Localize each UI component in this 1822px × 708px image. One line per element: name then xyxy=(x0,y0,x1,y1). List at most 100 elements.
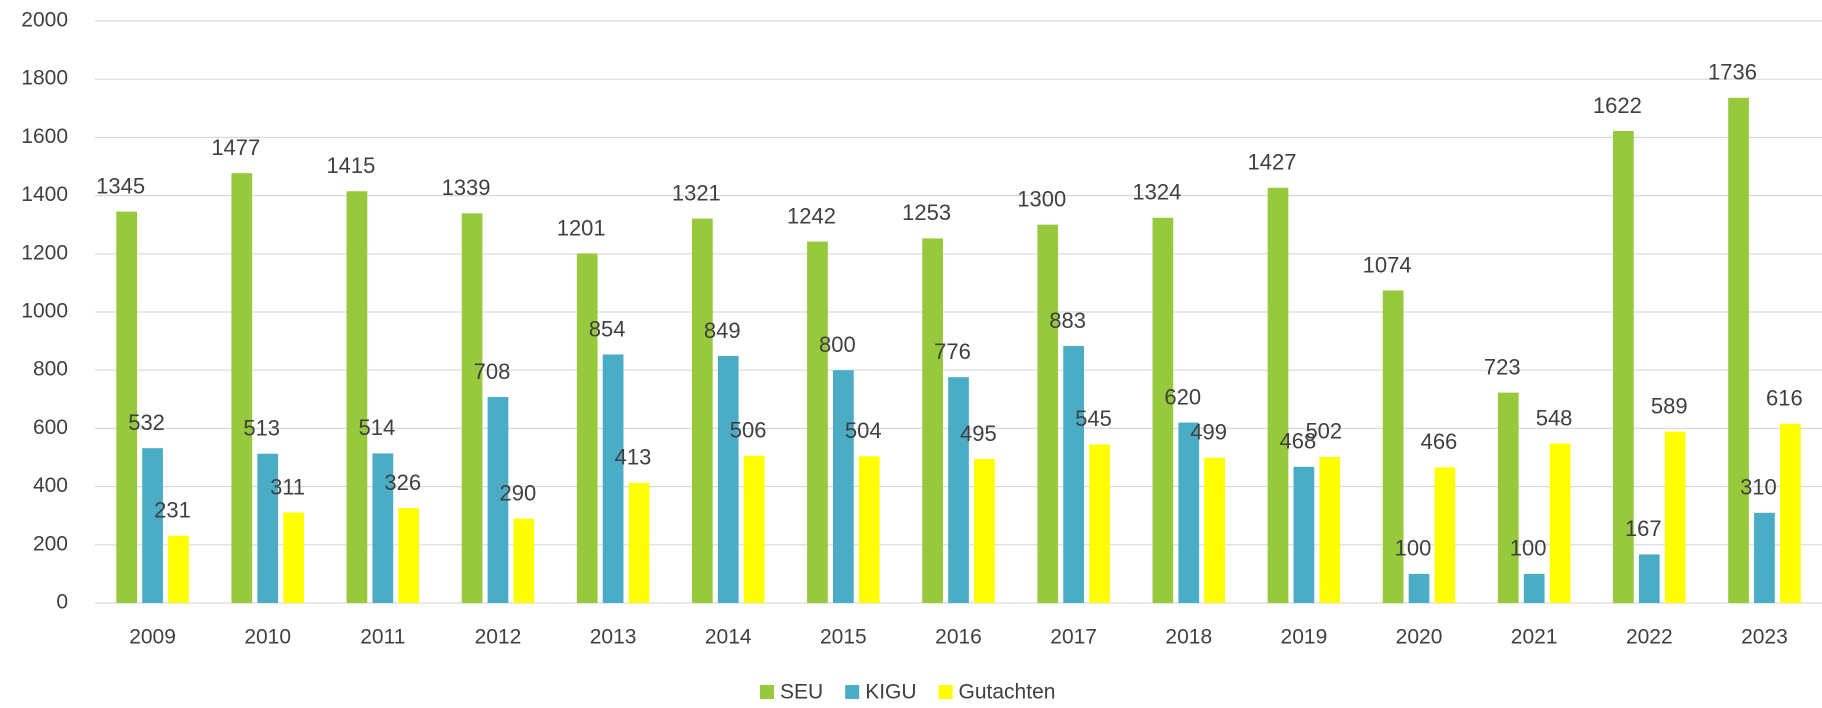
data-label: 231 xyxy=(154,498,191,523)
data-label: 1736 xyxy=(1708,60,1757,85)
y-tick-label: 600 xyxy=(33,416,68,439)
x-tick-label: 2019 xyxy=(1281,626,1328,649)
bar xyxy=(1664,431,1686,603)
data-label: 514 xyxy=(358,415,395,440)
bar xyxy=(858,456,880,603)
bar xyxy=(1434,467,1456,603)
data-label: 167 xyxy=(1625,516,1662,541)
y-tick-label: 0 xyxy=(56,591,68,614)
data-label: 1242 xyxy=(787,203,836,228)
bar xyxy=(1754,512,1775,603)
data-label: 495 xyxy=(960,421,997,446)
bar xyxy=(142,448,163,603)
data-label: 290 xyxy=(500,480,537,505)
x-tick-label: 2022 xyxy=(1626,626,1673,649)
data-label: 776 xyxy=(934,339,971,364)
bar xyxy=(948,377,969,603)
x-tick-label: 2017 xyxy=(1050,626,1097,649)
data-label: 468 xyxy=(1280,429,1317,454)
bar xyxy=(628,482,650,603)
data-label: 723 xyxy=(1484,354,1521,379)
bar xyxy=(513,518,535,603)
bar xyxy=(257,453,279,603)
x-tick-label: 2012 xyxy=(475,626,522,649)
x-tick-label: 2020 xyxy=(1396,626,1443,649)
bar xyxy=(1382,290,1404,603)
bar xyxy=(576,253,598,603)
legend-swatch xyxy=(760,685,774,699)
bar xyxy=(974,458,995,603)
data-label: 1427 xyxy=(1248,150,1297,175)
x-tick-label: 2023 xyxy=(1741,626,1788,649)
data-label: 532 xyxy=(128,410,165,435)
bar xyxy=(1152,217,1174,603)
data-label: 100 xyxy=(1510,536,1547,561)
data-label: 1339 xyxy=(442,175,491,200)
data-label: 548 xyxy=(1536,405,1573,430)
data-label: 589 xyxy=(1651,393,1688,418)
data-label: 1622 xyxy=(1593,93,1642,118)
data-label: 883 xyxy=(1049,308,1086,333)
y-tick-label: 400 xyxy=(33,474,68,497)
data-label: 708 xyxy=(474,359,511,384)
bar xyxy=(1523,573,1545,603)
bar xyxy=(602,354,624,603)
bar xyxy=(1293,466,1315,603)
y-tick-label: 1400 xyxy=(21,183,68,206)
data-label: 311 xyxy=(270,474,305,499)
x-tick-label: 2015 xyxy=(820,626,867,649)
data-label: 326 xyxy=(384,470,421,495)
bar xyxy=(833,370,854,603)
x-tick-label: 2009 xyxy=(129,626,176,649)
bar xyxy=(691,218,713,604)
bar xyxy=(168,535,189,603)
data-label: 854 xyxy=(589,316,626,341)
data-label: 849 xyxy=(704,318,741,343)
bar xyxy=(1408,573,1430,603)
bar xyxy=(922,238,943,603)
y-tick-label: 1800 xyxy=(21,67,68,90)
bar xyxy=(1728,97,1749,603)
data-label: 620 xyxy=(1164,384,1201,409)
bar xyxy=(116,211,138,604)
bar xyxy=(1779,423,1801,603)
data-label: 504 xyxy=(845,418,882,443)
legend-swatch xyxy=(845,685,860,699)
x-tick-label: 2013 xyxy=(590,626,637,649)
bar xyxy=(1497,392,1519,603)
data-label: 1253 xyxy=(902,200,951,225)
bar xyxy=(717,355,739,603)
data-label: 466 xyxy=(1421,429,1458,454)
legend-label: SEU xyxy=(780,681,823,704)
data-label: 1321 xyxy=(672,180,721,205)
bar xyxy=(807,241,828,603)
x-tick-label: 2014 xyxy=(705,626,752,649)
bar xyxy=(1549,443,1571,603)
data-label: 513 xyxy=(243,416,280,441)
bar xyxy=(743,455,765,603)
x-tick-label: 2010 xyxy=(244,626,291,649)
y-tick-label: 2000 xyxy=(21,9,68,32)
bar xyxy=(1613,130,1634,604)
data-label: 1345 xyxy=(96,173,145,198)
data-label: 100 xyxy=(1395,536,1432,561)
bar xyxy=(487,396,509,603)
y-tick-label: 1600 xyxy=(21,125,68,148)
data-label: 616 xyxy=(1766,386,1803,411)
x-tick-label: 2021 xyxy=(1511,626,1558,649)
y-tick-label: 1200 xyxy=(21,241,68,264)
bar xyxy=(1089,444,1110,603)
legend-label: Gutachten xyxy=(959,681,1056,704)
data-label: 1415 xyxy=(326,153,375,178)
data-label: 310 xyxy=(1740,475,1777,500)
data-label: 506 xyxy=(730,418,767,443)
bar xyxy=(231,173,253,603)
bar xyxy=(1178,422,1200,603)
data-label: 1201 xyxy=(557,215,606,240)
data-label: 1477 xyxy=(211,135,260,160)
bar xyxy=(372,453,394,603)
y-tick-label: 1000 xyxy=(21,300,68,323)
x-tick-label: 2016 xyxy=(935,626,982,649)
bar xyxy=(398,508,420,603)
